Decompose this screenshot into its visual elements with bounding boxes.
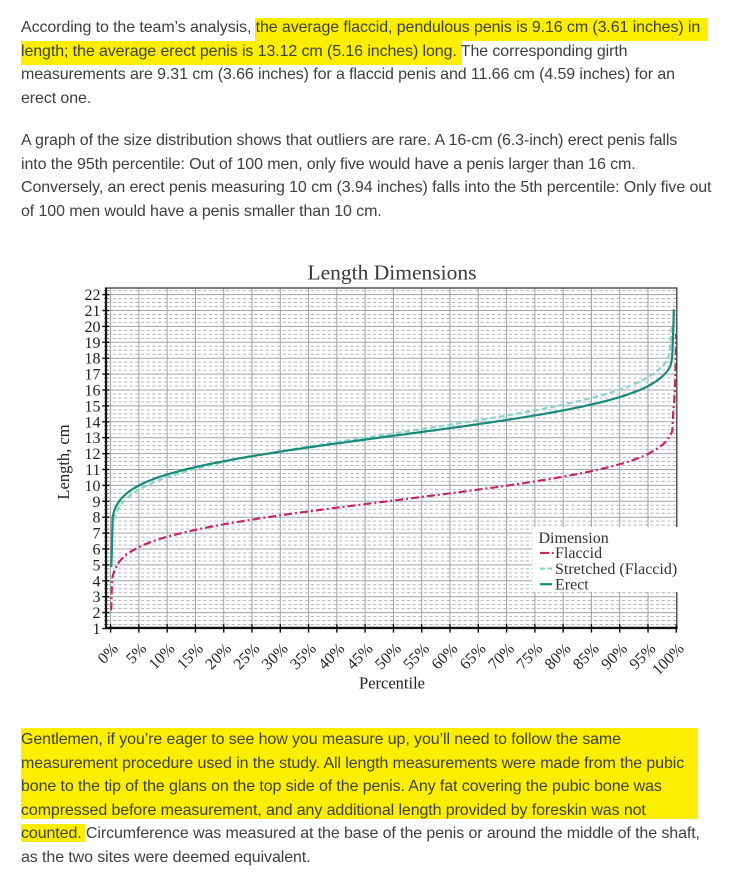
svg-text:Length Dimensions: Length Dimensions (308, 261, 477, 285)
svg-text:Length, cm: Length, cm (54, 424, 73, 499)
svg-text:16: 16 (85, 383, 101, 400)
svg-text:4: 4 (93, 573, 101, 590)
svg-text:13: 13 (85, 430, 101, 447)
svg-text:19: 19 (85, 335, 101, 352)
svg-text:Percentile: Percentile (359, 674, 425, 693)
svg-text:14: 14 (85, 414, 101, 431)
svg-text:Stretched (Flaccid): Stretched (Flaccid) (555, 561, 677, 578)
svg-text:11: 11 (85, 462, 100, 479)
svg-text:12: 12 (85, 446, 101, 463)
svg-text:20: 20 (85, 319, 101, 336)
svg-text:8: 8 (93, 510, 101, 527)
svg-text:Erect: Erect (555, 576, 589, 593)
svg-text:2: 2 (93, 605, 101, 622)
svg-text:Flaccid: Flaccid (555, 545, 602, 562)
svg-text:1: 1 (93, 621, 101, 638)
svg-text:9: 9 (93, 494, 101, 511)
svg-text:17: 17 (85, 367, 101, 384)
svg-text:10: 10 (85, 478, 101, 495)
svg-text:Dimension: Dimension (539, 530, 609, 547)
svg-text:7: 7 (93, 526, 101, 543)
svg-text:18: 18 (85, 351, 101, 368)
svg-text:21: 21 (85, 303, 101, 320)
svg-text:22: 22 (85, 287, 101, 304)
svg-text:6: 6 (93, 542, 101, 559)
svg-text:5: 5 (93, 557, 101, 574)
svg-text:15: 15 (85, 398, 101, 415)
svg-text:3: 3 (93, 589, 101, 606)
